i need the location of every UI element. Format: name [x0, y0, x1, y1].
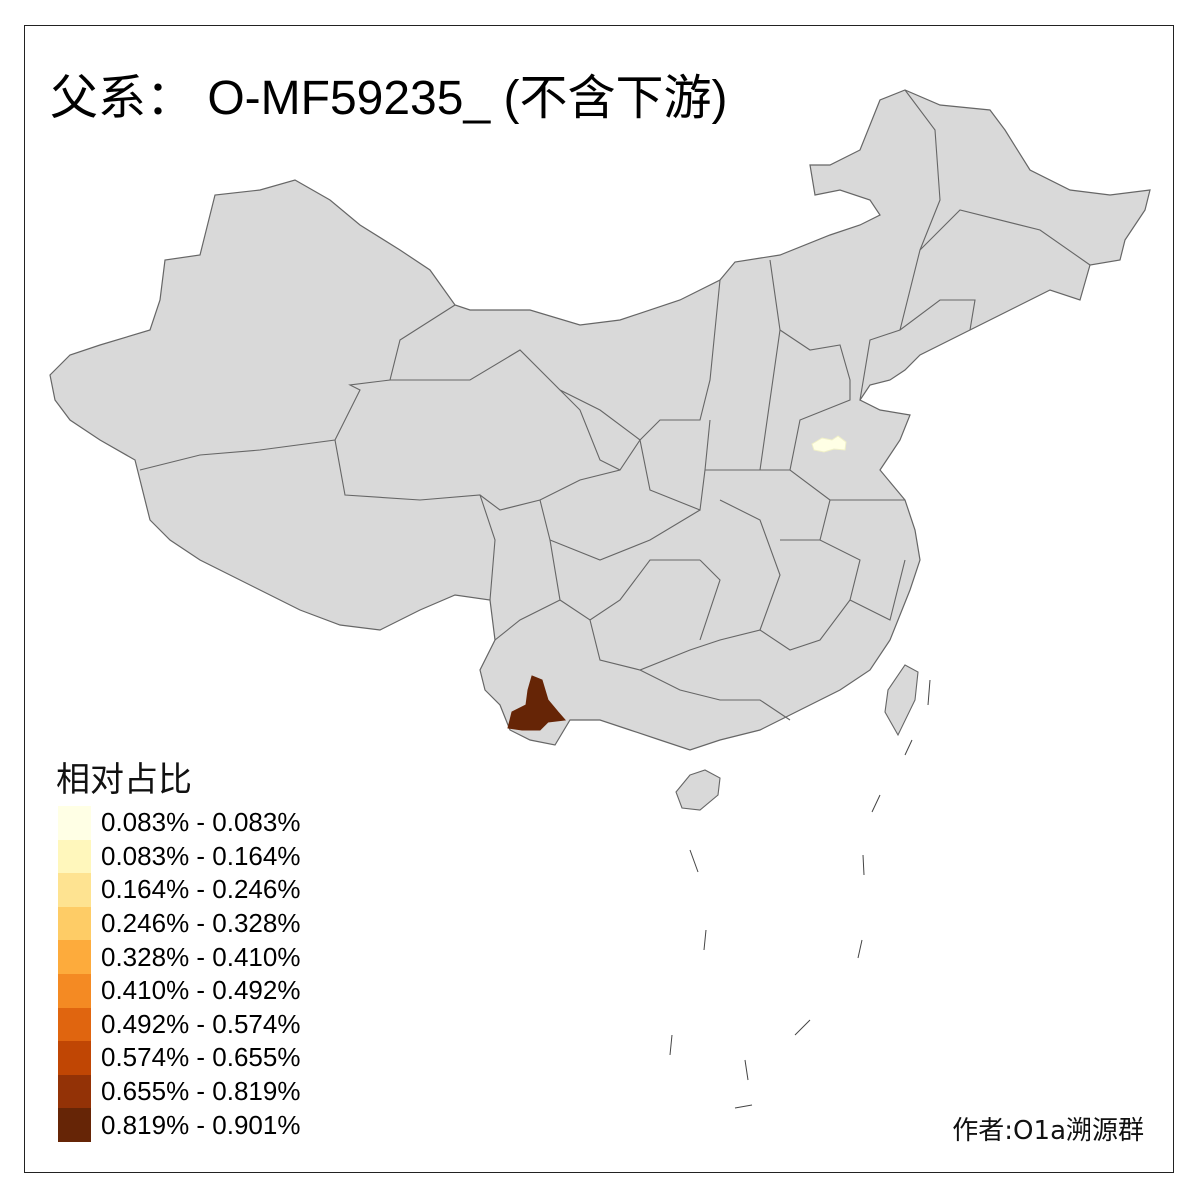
legend-swatch: [58, 1007, 91, 1042]
legend-swatch: [58, 1041, 91, 1075]
legend-label: 0.655% - 0.819%: [101, 1076, 301, 1107]
hainan-island: [675, 769, 721, 811]
legend-label: 0.164% - 0.246%: [101, 874, 301, 905]
map-title: 父系： O-MF59235_ (不含下游): [50, 72, 728, 125]
legend-item: 0.655% - 0.819%: [58, 1074, 301, 1109]
legend-item: 0.574% - 0.655%: [58, 1041, 300, 1075]
legend-label: 0.328% - 0.410%: [101, 941, 301, 972]
legend-item: 0.164% - 0.246%: [58, 873, 300, 907]
legend-swatch: [58, 806, 91, 840]
legend-swatch: [58, 1074, 91, 1109]
legend-item: 0.083% - 0.083%: [58, 806, 300, 840]
legend-swatch: [58, 1108, 91, 1142]
plot-frame: [24, 25, 1174, 1173]
legend-item: 0.410% - 0.492%: [58, 973, 301, 1008]
legend-label: 0.819% - 0.901%: [101, 1109, 301, 1140]
legend-item: 0.083% - 0.164%: [58, 839, 301, 874]
legend-item: 0.328% - 0.410%: [58, 940, 300, 974]
legend-label: 0.083% - 0.083%: [101, 807, 301, 838]
legend-item: 0.819% - 0.901%: [58, 1108, 300, 1142]
legend-label: 0.410% - 0.492%: [101, 975, 301, 1006]
region-yunnan-highlight: [507, 675, 567, 731]
province-borders: [139, 89, 1091, 721]
legend-title: 相对占比: [56, 760, 192, 800]
taiwan-island: [884, 664, 919, 737]
legend-label: 0.083% - 0.164%: [101, 840, 301, 871]
legend-label: 0.246% - 0.328%: [101, 908, 301, 939]
legend-item: 0.492% - 0.574%: [58, 1007, 301, 1042]
legend-swatch: [58, 940, 91, 974]
legend-swatch: [58, 839, 91, 874]
region-shandong-highlight: [811, 435, 847, 453]
author-credit: 作者:O1a溯源群: [952, 1116, 1144, 1146]
legend: 0.083% - 0.083% 0.083% - 0.164% 0.164% - 0…: [58, 806, 300, 1142]
legend-swatch: [58, 973, 91, 1008]
china-mainland: [49, 89, 1151, 751]
legend-swatch: [58, 906, 91, 941]
legend-swatch: [58, 873, 91, 907]
legend-label: 0.492% - 0.574%: [101, 1008, 301, 1039]
legend-label: 0.574% - 0.655%: [101, 1042, 301, 1073]
south-china-sea-islands: [669, 679, 931, 1109]
legend-item: 0.246% - 0.328%: [58, 906, 301, 941]
